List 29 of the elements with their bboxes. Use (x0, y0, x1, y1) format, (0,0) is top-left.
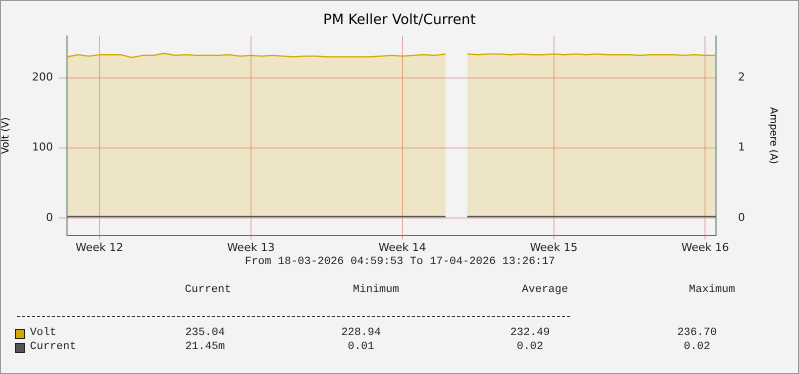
x-tick-label: Week 13 (227, 240, 275, 254)
text: 236.70 (677, 327, 717, 339)
text: Average (522, 284, 568, 296)
x-tick-label: Week 12 (76, 240, 124, 254)
text: Current (184, 284, 232, 296)
text: 235.04 (185, 327, 225, 339)
y2-tick-label: 1 (738, 140, 745, 154)
y-axis-title: Volt (V) (0, 117, 12, 154)
legend-label: Volt (30, 327, 56, 339)
y2-tick-label: 0 (738, 210, 745, 224)
text: Maximum (688, 284, 736, 296)
chart-title: PM Keller Volt/Current (323, 12, 476, 28)
y2-axis-title: Ampere (A) (767, 107, 778, 164)
x-tick-label: Week 15 (530, 240, 578, 254)
y-tick-label: 100 (32, 140, 53, 154)
text: 0.01 (348, 341, 374, 353)
text: 232.49 (510, 327, 550, 339)
legend-label: Current (30, 341, 76, 353)
text: From 18-03-2026 04:59:53 To 17-04-2026 13:26:17 (244, 256, 556, 268)
x-tick-label: Week 14 (378, 240, 426, 254)
text: Minimum (352, 284, 400, 296)
y2-tick-label: 2 (738, 70, 745, 84)
x-tick-label: Week 16 (681, 240, 730, 254)
y-tick-label: 0 (46, 210, 53, 224)
text: 21.45m (185, 341, 225, 353)
text: 0.02 (684, 341, 710, 353)
text: 228.94 (341, 327, 381, 339)
text: 0.02 (516, 341, 544, 353)
y-tick-label: 200 (32, 70, 53, 84)
